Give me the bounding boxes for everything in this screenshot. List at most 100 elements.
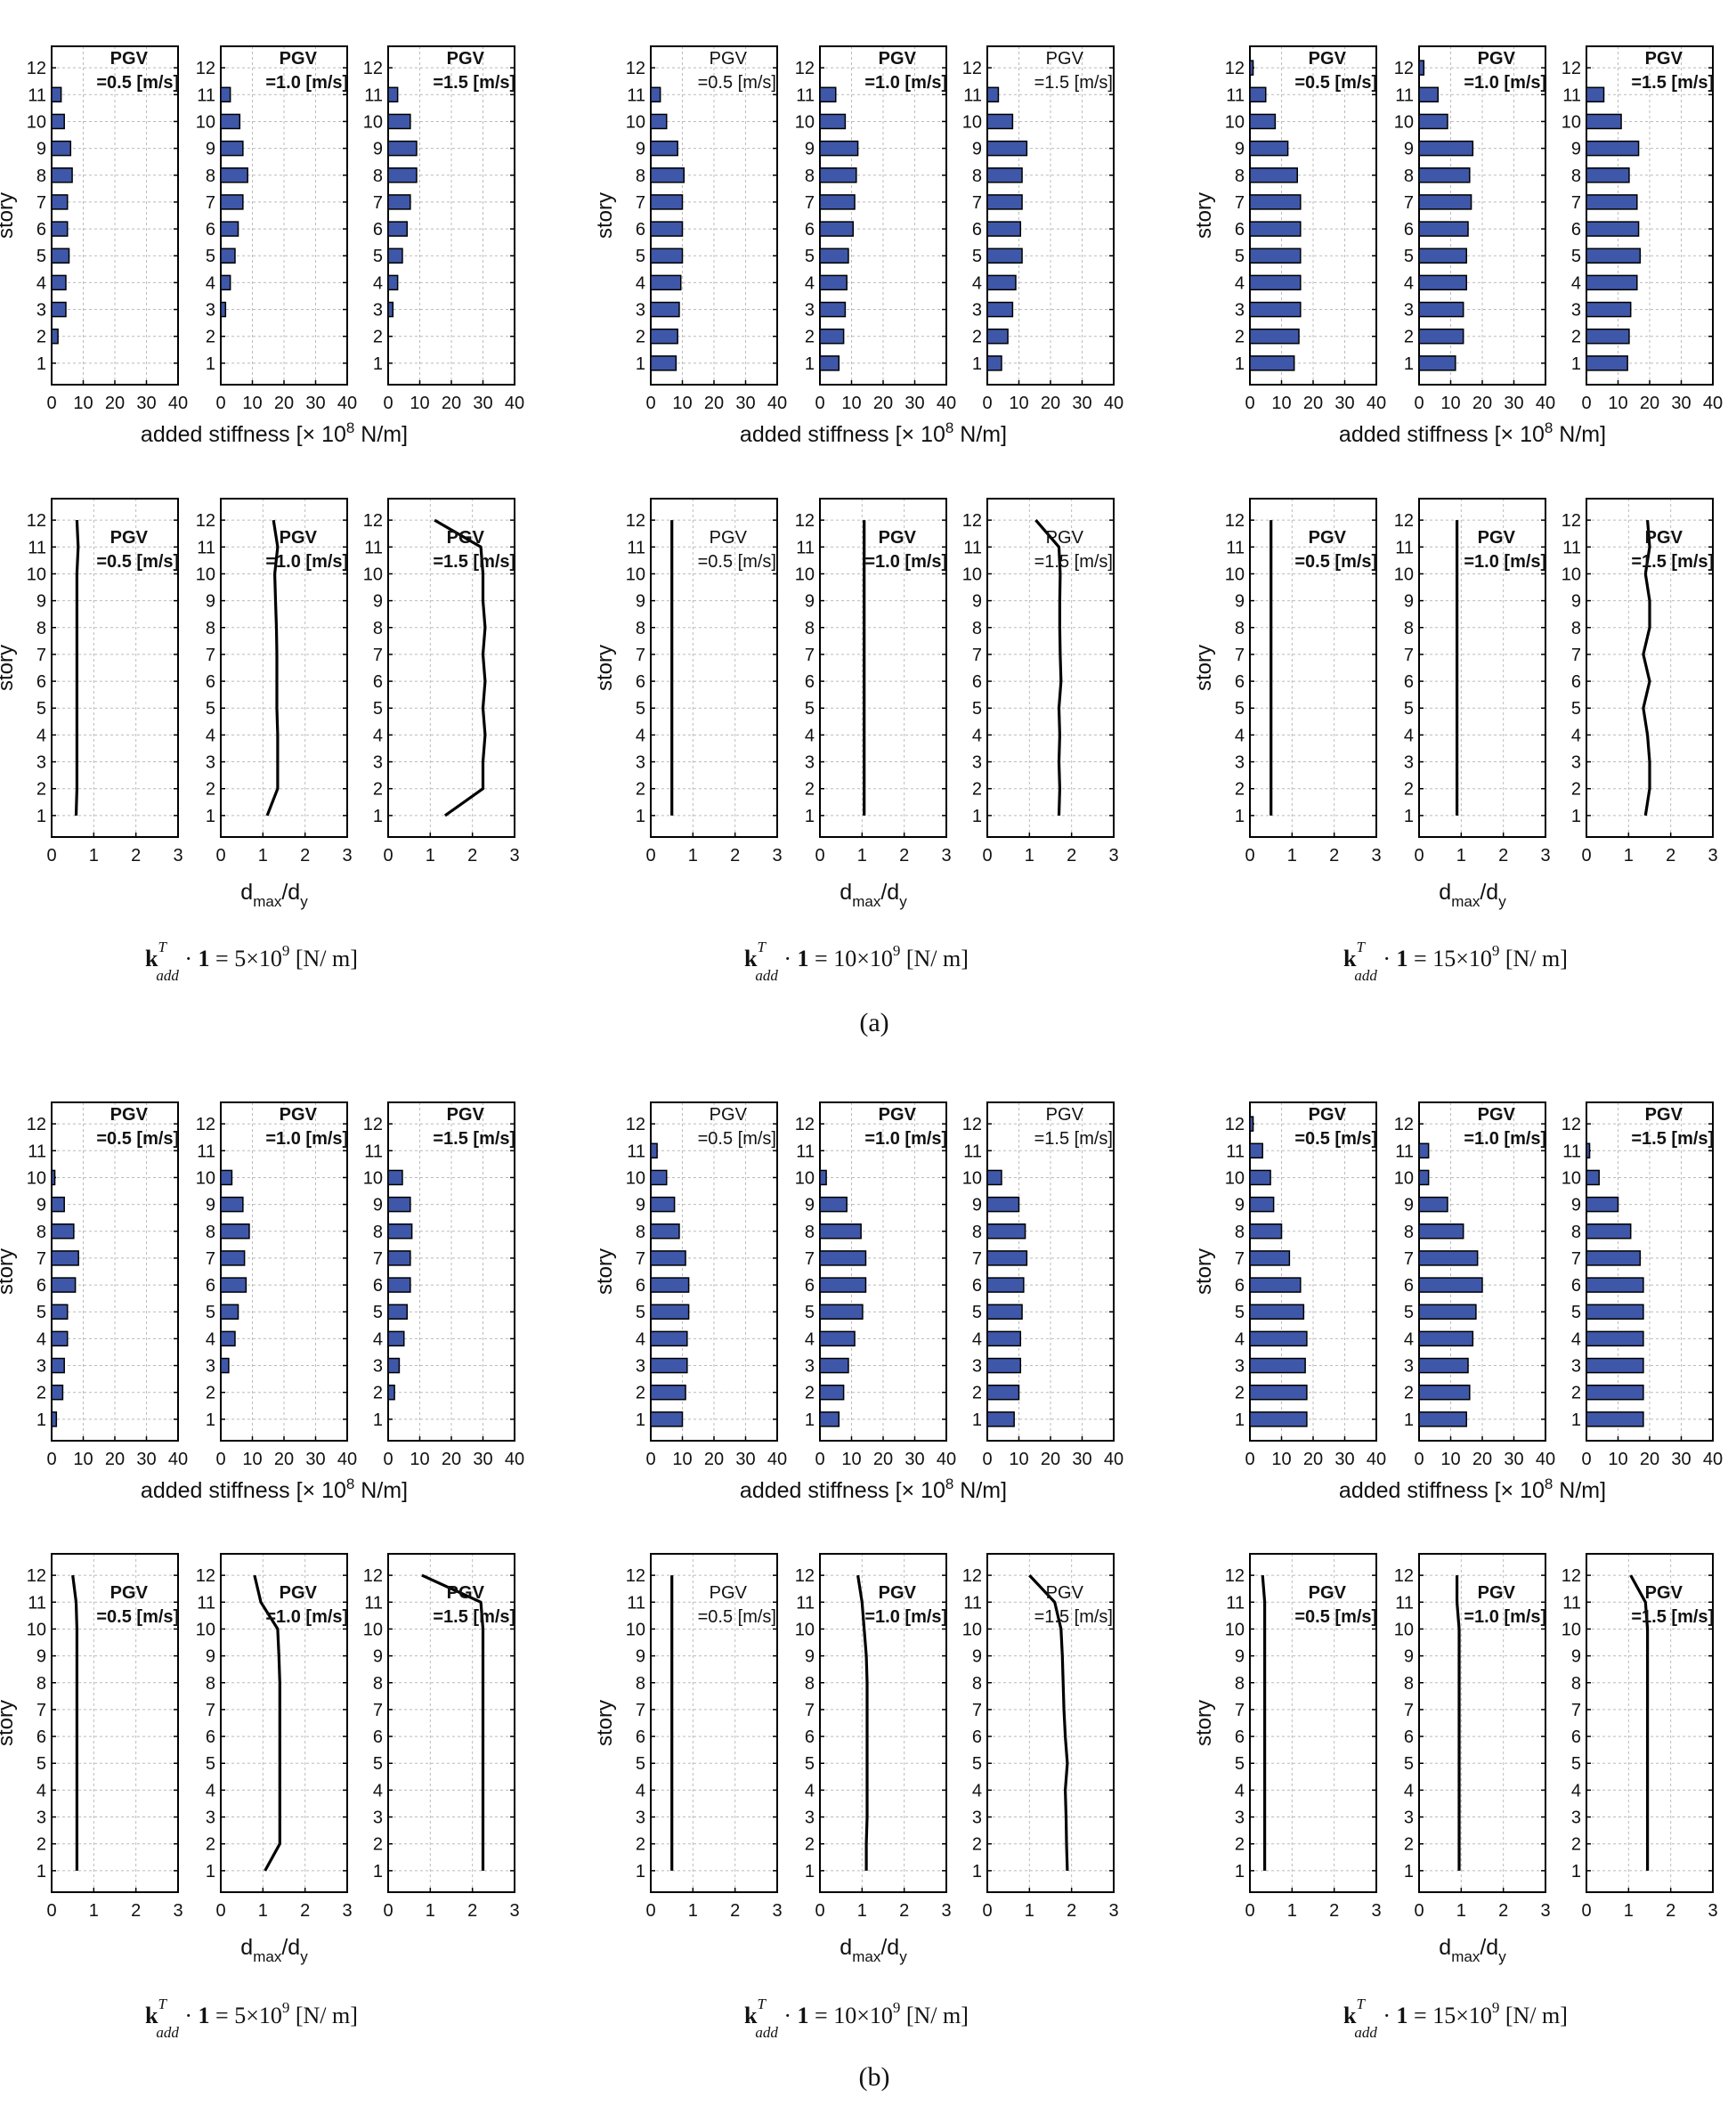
bar — [650, 221, 684, 237]
y-tick-label: 9 — [636, 1647, 645, 1667]
pgv-value: =0.5 [m/s] — [698, 1129, 776, 1149]
dmax-line — [74, 520, 80, 816]
bar — [1249, 301, 1302, 318]
y-tick-label: 5 — [206, 1303, 215, 1322]
formula-part: add — [156, 2024, 179, 2041]
y-tick-label: 11 — [1395, 1593, 1414, 1613]
y-tick-label: 5 — [373, 1754, 383, 1774]
bar — [220, 86, 231, 103]
x-tick-label: 2 — [899, 1901, 909, 1921]
pgv-label: PGV — [1046, 49, 1084, 69]
bar — [51, 274, 67, 291]
x-axis-label-part: d — [840, 880, 852, 905]
x-tick-label: 30 — [473, 394, 492, 413]
bar — [1249, 1223, 1283, 1239]
y-tick-label: 7 — [373, 193, 383, 213]
y-tick-label: 9 — [972, 1196, 982, 1215]
y-tick-label: 2 — [1235, 1835, 1245, 1855]
y-tick-label: 6 — [1404, 672, 1414, 692]
y-axis-label: story — [0, 1248, 18, 1295]
y-tick-label: 11 — [197, 1593, 215, 1613]
y-tick-label: 10 — [363, 1620, 383, 1639]
y-tick-label: 8 — [805, 1674, 815, 1694]
bar — [1586, 1330, 1644, 1347]
y-tick-label: 4 — [206, 1329, 215, 1349]
y-tick-label: 12 — [27, 1115, 46, 1134]
y-tick-label: 10 — [1225, 1168, 1245, 1188]
x-tick-label: 3 — [173, 846, 183, 866]
y-tick-label: 3 — [206, 301, 215, 321]
y-tick-label: 9 — [206, 1196, 215, 1215]
bar — [819, 113, 847, 130]
pgv-value: =0.5 [m/s] — [1294, 73, 1377, 93]
bar — [986, 1169, 1002, 1186]
y-tick-label: 8 — [972, 1223, 982, 1242]
y-tick-label: 11 — [197, 85, 215, 105]
x-tick-label: 1 — [89, 1901, 99, 1921]
y-tick-label: 9 — [1571, 140, 1581, 159]
y-tick-label: 11 — [364, 538, 383, 557]
y-tick-label: 10 — [363, 1168, 383, 1188]
y-tick-label: 3 — [636, 753, 645, 773]
y-tick-label: 7 — [972, 1701, 982, 1720]
y-tick-label: 3 — [37, 1357, 46, 1377]
y-tick-label: 10 — [27, 1168, 46, 1188]
bar — [1418, 274, 1467, 291]
y-tick-label: 6 — [37, 672, 46, 692]
y-tick-label: 3 — [1235, 1808, 1245, 1828]
y-tick-label: 7 — [206, 646, 215, 665]
y-tick-label: 8 — [373, 167, 383, 186]
pgv-value: =1.0 [m/s] — [265, 1129, 348, 1149]
y-tick-label: 3 — [1571, 1808, 1581, 1828]
x-tick-label: 20 — [1303, 394, 1323, 413]
y-tick-label: 11 — [364, 85, 383, 105]
x-axis-label-part: /d — [880, 880, 899, 905]
y-tick-label: 6 — [1235, 220, 1245, 240]
y-tick-label: 11 — [627, 1142, 645, 1161]
y-tick-label: 1 — [1404, 1862, 1414, 1881]
y-tick-label: 7 — [805, 1249, 815, 1269]
y-tick-label: 2 — [1235, 328, 1245, 347]
dmax-line — [1034, 519, 1063, 816]
part-label: (a) — [859, 1008, 888, 1037]
y-tick-label: 11 — [796, 1593, 815, 1613]
y-tick-label: 9 — [37, 592, 46, 612]
x-tick-label: 1 — [1025, 846, 1034, 866]
x-axis-label-unit: N/m] — [1553, 1478, 1606, 1503]
formula-part: add — [755, 2024, 778, 2041]
x-tick-label: 0 — [46, 846, 56, 866]
y-tick-label: 2 — [1571, 1384, 1581, 1403]
bar — [1586, 1223, 1632, 1239]
x-axis-label-part: max — [253, 893, 282, 910]
bar — [819, 355, 840, 371]
y-tick-label: 12 — [962, 1566, 982, 1586]
x-axis-label-part: y — [300, 893, 308, 910]
y-tick-label: 7 — [972, 646, 982, 665]
x-tick-label: 10 — [1271, 1450, 1291, 1469]
y-tick-label: 4 — [37, 1329, 46, 1349]
y-tick-label: 4 — [206, 726, 215, 745]
x-tick-label: 30 — [473, 1450, 492, 1469]
x-tick-label: 20 — [1041, 394, 1060, 413]
bar — [51, 1357, 65, 1374]
bar — [650, 1169, 668, 1186]
y-tick-label: 10 — [1225, 565, 1245, 584]
bar — [1418, 1142, 1430, 1159]
x-tick-label: 40 — [505, 394, 524, 413]
y-tick-label: 5 — [206, 699, 215, 719]
x-tick-label: 40 — [937, 1450, 956, 1469]
y-tick-label: 4 — [206, 273, 215, 293]
y-tick-label: 10 — [363, 565, 383, 584]
y-tick-label: 11 — [197, 1142, 215, 1161]
y-tick-label: 7 — [37, 1701, 46, 1720]
y-tick-label: 6 — [805, 220, 815, 240]
x-tick-label: 0 — [1581, 1901, 1591, 1921]
y-tick-label: 10 — [626, 112, 645, 132]
x-tick-label: 3 — [509, 846, 519, 866]
bar — [387, 1196, 411, 1213]
bar — [1249, 221, 1302, 237]
y-tick-label: 11 — [28, 85, 46, 105]
bar — [1586, 1277, 1644, 1293]
